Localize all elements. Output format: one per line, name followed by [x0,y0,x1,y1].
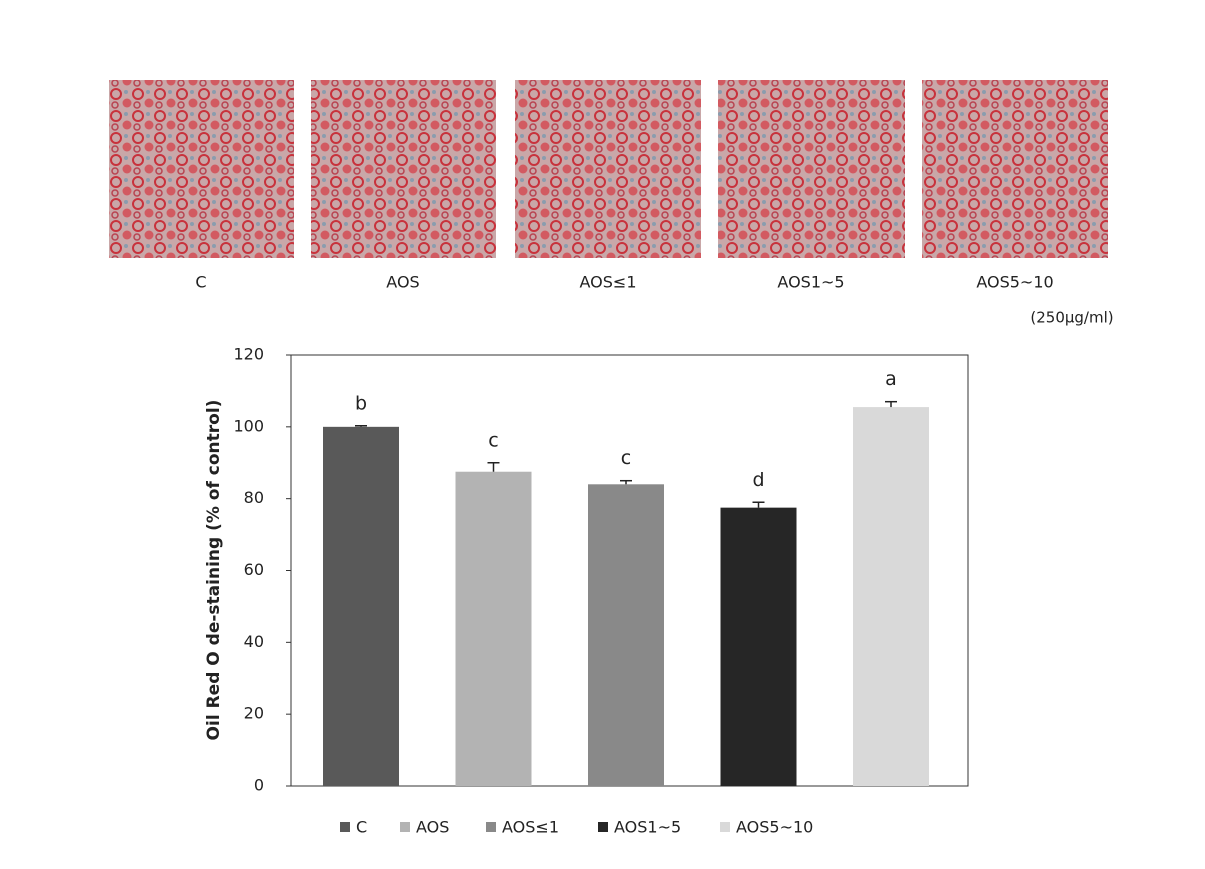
image-caption: AOS [386,273,419,292]
y-tick-label: 60 [244,560,264,579]
legend-label: AOS5~10 [736,818,813,837]
y-tick-label: 80 [244,488,264,507]
image-caption: C [195,273,206,292]
micrographs [109,80,1108,258]
significance-letter: d [752,469,764,491]
significance-letter: a [885,368,897,390]
micrograph [922,80,1108,258]
micrograph [109,80,294,258]
legend-label: C [356,818,367,837]
significance-letter: c [488,429,498,451]
bar [720,507,797,786]
legend-swatch [598,822,608,832]
bar [323,426,399,786]
annotation: (250μg/ml) [1030,309,1113,327]
bar [588,484,664,786]
micrograph [311,80,496,258]
y-tick-label: 100 [233,416,264,435]
y-tick-label: 0 [254,776,264,795]
image-caption: AOS5~10 [976,273,1053,292]
y-tick-label: 40 [244,632,264,651]
legend-label: AOS1~5 [614,818,681,837]
legend-swatch [400,822,410,832]
significance-letter: c [621,447,631,469]
significance-letter: b [355,392,367,414]
y-tick-label: 120 [233,345,264,364]
image-caption: AOS≤1 [580,273,637,292]
legend-label: AOS≤1 [502,818,559,837]
micrograph [718,80,905,258]
bar [455,471,532,786]
y-axis-title: Oil Red O de-staining (% of control) [204,400,224,741]
legend-swatch [340,822,350,832]
bar [853,407,929,786]
legend-swatch [486,822,496,832]
legend-swatch [720,822,730,832]
y-tick-label: 20 [244,704,264,723]
legend-label: AOS [416,818,449,837]
image-caption: AOS1~5 [777,273,844,292]
micrograph [515,80,701,258]
